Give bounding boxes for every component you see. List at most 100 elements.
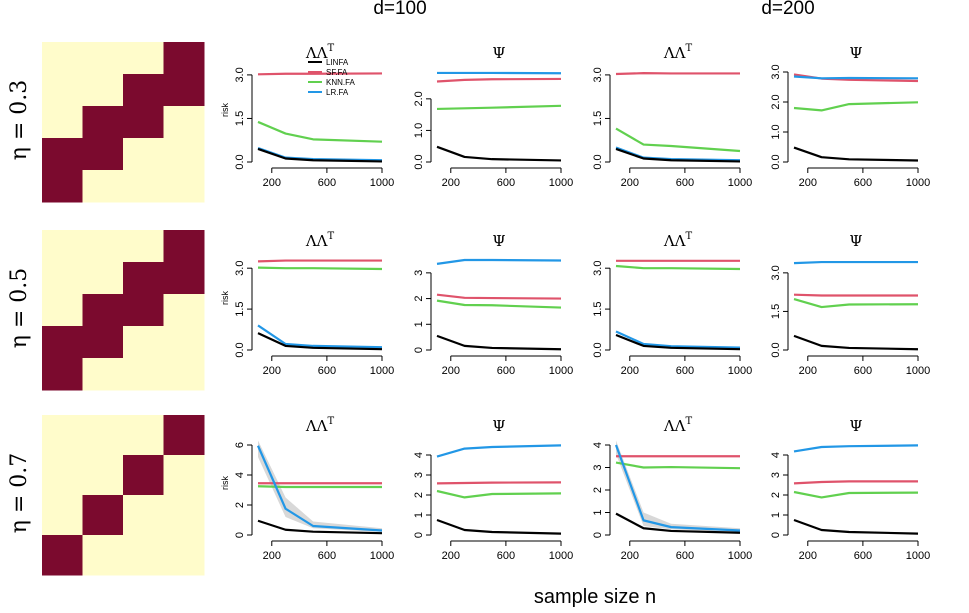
series-line-knn-fa [257,120,383,143]
y-axis-label: risk [220,291,230,305]
series-line-knn-fa [436,489,562,499]
panel-title-text: Ψ [492,44,505,62]
series-line-sf-fa [436,481,562,485]
series-line-linfa [436,145,562,162]
x-tick-label: 200 [263,550,281,562]
y-tick-label: 0 [413,347,425,353]
legend-label: LINFA [326,58,349,67]
row-labels: η = 0.3 η = 0.5 η = 0.7 [7,80,32,534]
x-tick-label: 1000 [728,177,752,189]
panel-title: Ψ [849,232,862,250]
x-tick-label: 600 [318,550,336,562]
x-tick-label: 600 [854,365,872,377]
y-tick-label: 0.0 [592,342,604,357]
heatmap-cell-on [42,535,83,576]
y-tick-label: 2 [413,296,425,302]
panel-title-superscript: T [686,43,693,54]
y-tick-label: 2.0 [770,94,782,109]
panel-title-text: Ψ [849,417,862,435]
risk-panel: Ψ 0 1 2 3 4 200 600 1000 [413,417,573,562]
panel-title-text: ΛΛ [663,232,686,250]
heatmap-cell-on [123,455,164,496]
series-line-sf-fa [436,77,562,83]
heatmap-cell-off [82,455,124,496]
heatmap-cell-on [123,294,164,327]
series-line-linfa [436,334,562,351]
heatmap-cell-off [42,106,83,139]
y-tick-label: 3 [592,464,604,470]
y-tick-label: 2.0 [413,91,425,106]
heatmap-cell-off [82,262,124,295]
y-tick-label: 3.0 [770,64,782,79]
x-tick-label: 200 [799,365,817,377]
series-line-knn-fa [615,127,741,153]
heatmap-cell-off [163,138,205,171]
x-tick-label: 200 [263,365,281,377]
y-tick-label: 0 [234,532,246,538]
heatmap-cell-off [163,455,205,496]
heatmap-cell-off [82,74,124,107]
heatmap-cell-off [42,415,83,456]
x-tick-label: 600 [318,365,336,377]
pattern-heatmap [42,42,205,203]
heatmap-cell-off [42,294,83,327]
heatmap-cell-off [42,455,83,496]
risk-panel: ΛΛT 0 2 4 6 risk 200 600 1000 [220,416,394,562]
heatmap-cell-off [82,42,124,75]
y-tick-label: 0 [413,532,425,538]
heatmap-cell-on [163,230,205,263]
risk-panel: Ψ 0 1 2 3 200 600 1000 [413,232,573,377]
y-tick-label: 0.0 [234,342,246,357]
y-tick-label: 3.0 [592,261,604,276]
pattern-heatmaps [42,42,205,576]
series-line-sf-fa [436,293,562,300]
series-line-linfa [793,334,919,351]
y-tick-label: 4 [770,452,782,458]
series-line-sf-fa [615,72,740,76]
row-label: η = 0.7 [7,453,32,534]
x-tick-label: 1000 [549,365,573,377]
heatmap-cell-on [123,106,164,139]
series-line-sf-fa [793,293,918,297]
row-label: η = 0.3 [7,80,32,161]
series-line-knn-fa [615,461,741,470]
heatmap-cell-off [82,535,124,576]
heatmap-cell-on [82,106,124,139]
y-tick-label: 3 [413,270,425,276]
heatmap-cell-off [123,358,164,391]
heatmap-cell-on [82,138,124,171]
heatmap-cell-off [42,230,83,263]
y-tick-label: 2 [770,492,782,498]
heatmap-cell-on [42,358,83,391]
panel-title: ΛΛT [305,43,335,62]
series-line-lr-fa [793,444,919,453]
series-line-lr-fa [436,258,562,265]
y-tick-label: 1.5 [234,301,246,316]
x-tick-label: 1000 [728,550,752,562]
x-tick-label: 1000 [370,365,394,377]
heatmap-cell-off [123,138,164,171]
y-tick-label: 3.0 [770,265,782,280]
legend-label: SF.FA [326,68,348,77]
x-tick-label: 1000 [906,365,930,377]
heatmap-cell-on [123,74,164,107]
series-line-lr-fa [615,330,741,349]
x-tick-label: 600 [676,365,694,377]
x-tick-label: 600 [676,550,694,562]
y-tick-label: 1.0 [413,123,425,138]
panel-title-text: Ψ [492,232,505,250]
pattern-heatmap [42,230,205,391]
series-line-knn-fa [793,101,919,112]
x-tick-label: 1000 [728,365,752,377]
heatmap-cell-off [42,42,83,75]
y-tick-label: 2 [413,492,425,498]
y-axis-label: risk [220,103,230,117]
y-tick-label: 1 [413,321,425,327]
panel-title: Ψ [492,417,505,435]
series-line-sf-fa [793,480,918,485]
heatmap-cell-off [163,326,205,359]
x-tick-label: 200 [442,365,460,377]
heatmap-cell-off [82,358,124,391]
